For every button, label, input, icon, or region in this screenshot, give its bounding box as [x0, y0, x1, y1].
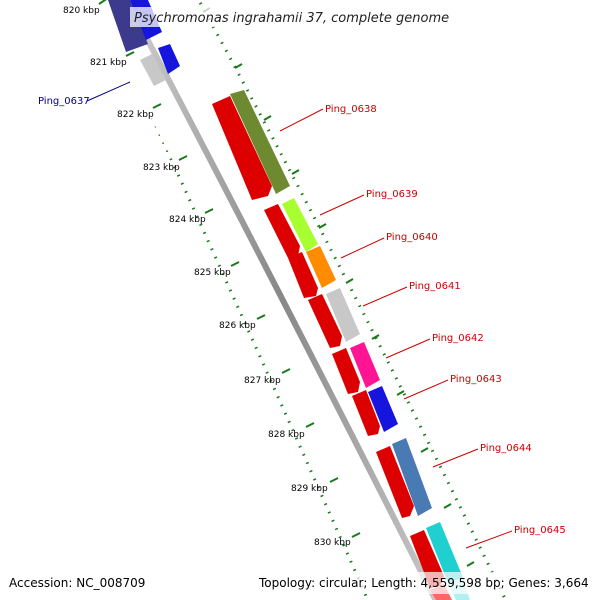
ruler-label: 820 kbp — [63, 6, 100, 16]
ruler-ticks: 820 kbp 821 kbp 822 kbp 823 kbp 824 kbp … — [63, 0, 361, 548]
gene-arrow — [352, 390, 380, 436]
gene-labels: Ping_0637 Ping_0638 Ping_0639 Ping_0640 … — [38, 96, 566, 536]
gene-label-ping-0645[interactable]: Ping_0645 — [514, 525, 566, 536]
ruler-tick — [230, 261, 240, 267]
ruler-label: 825 kbp — [194, 268, 231, 278]
forward-lane — [126, 0, 476, 600]
gene-label-ping-0637[interactable]: Ping_0637 — [38, 96, 90, 107]
ruler-label: 823 kbp — [143, 163, 180, 173]
topology-text: Topology: circular; Length: 4,559,598 bp… — [258, 576, 589, 590]
gene-label-ping-0641[interactable]: Ping_0641 — [409, 281, 461, 292]
gene-block — [158, 44, 180, 74]
gene-arrow — [332, 348, 360, 394]
ruler-tick — [305, 422, 315, 428]
ruler-label: 827 kbp — [244, 376, 281, 386]
gene-block — [282, 198, 318, 252]
ruler-tick — [98, 0, 107, 5]
ruler-label: 824 kbp — [169, 215, 206, 225]
ruler-tick — [329, 477, 339, 483]
ruler-tick — [281, 368, 291, 374]
gene-label-ping-0639[interactable]: Ping_0639 — [366, 189, 418, 200]
gene-block — [326, 288, 360, 342]
gene-label-ping-0640[interactable]: Ping_0640 — [386, 232, 438, 243]
gene-arrow — [212, 96, 272, 200]
gene-block — [306, 246, 336, 288]
ruler-tick — [204, 208, 214, 214]
gene-block — [426, 522, 464, 588]
gene-block — [368, 386, 398, 432]
reverse-lane — [92, 0, 438, 600]
gene-arrow — [376, 446, 414, 518]
gene-arrow — [288, 252, 318, 298]
ruler-label: 829 kbp — [291, 484, 328, 494]
gene-label-ping-0642[interactable]: Ping_0642 — [432, 333, 484, 344]
ruler-tick — [256, 314, 266, 320]
ruler-tick — [351, 532, 361, 538]
ruler-label: 822 kbp — [117, 110, 154, 120]
gene-block — [350, 342, 380, 388]
ruler-label: 826 kbp — [219, 321, 256, 331]
ruler-tick — [152, 103, 162, 109]
gene-block — [108, 0, 148, 52]
title-backdrop — [130, 7, 442, 27]
gene-block — [140, 54, 166, 86]
gene-block — [230, 90, 290, 194]
gene-block — [392, 438, 432, 516]
ruler-tick — [178, 155, 188, 161]
gene-arrow — [264, 204, 300, 258]
ruler-label: 830 kbp — [314, 538, 351, 548]
ruler-label: 828 kbp — [268, 430, 305, 440]
gene-arrow — [308, 294, 342, 348]
ruler-tick — [125, 51, 135, 57]
gene-label-ping-0638[interactable]: Ping_0638 — [325, 104, 377, 115]
ruler-label: 821 kbp — [90, 58, 127, 68]
genome-backbone — [123, 0, 439, 600]
gene-label-ping-0643[interactable]: Ping_0643 — [450, 374, 502, 385]
gene-leaders — [86, 81, 513, 549]
footer-backdrop — [255, 572, 595, 594]
gene-label-ping-0644[interactable]: Ping_0644 — [480, 443, 532, 454]
map-title: Psychromonas ingrahamii 37, complete gen… — [134, 11, 449, 26]
accession-text: Accession: NC_008709 — [9, 576, 145, 590]
